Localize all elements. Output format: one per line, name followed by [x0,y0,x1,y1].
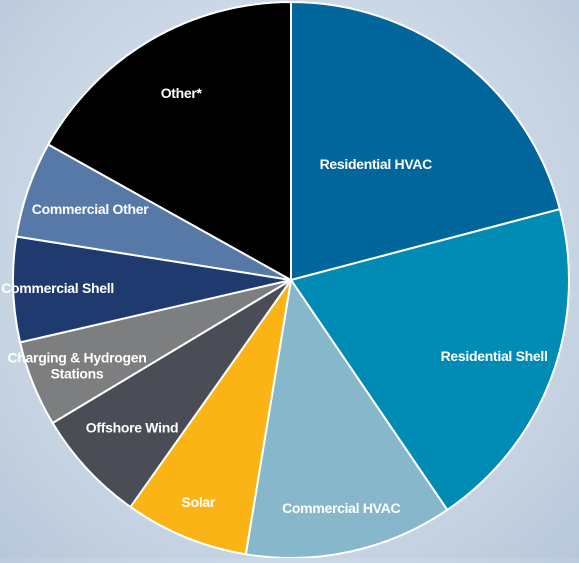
pie-slice-other [47,1,292,281]
pie-label-residential-hvac: Residential HVAC [320,156,433,172]
pie-slice-residential-shell [290,208,570,511]
pie-label-solar: Solar [182,494,216,510]
pie-label-other: Other* [161,85,203,101]
pie-label-commercial-hvac: Commercial HVAC [282,500,400,516]
pie-slices [12,1,570,559]
pie-slice-offshore-wind [51,279,292,508]
pie-slice-solar [129,279,292,556]
pie-slice-residential-hvac [290,1,561,281]
pie-label-commercial-shell: Commercial Shell [1,280,114,296]
pie-label-charging-hydrogen-stations: Charging & Hydrogen Stations [8,349,147,381]
pie-label-residential-shell: Residential Shell [441,348,548,364]
pie-label-commercial-other: Commercial Other [32,201,149,217]
pie-labels: Residential HVAC Residential Shell Commerc… [1,85,548,516]
pie-slice-commercial-hvac [244,279,449,559]
pie-label-offshore-wind: Offshore Wind [86,419,178,435]
